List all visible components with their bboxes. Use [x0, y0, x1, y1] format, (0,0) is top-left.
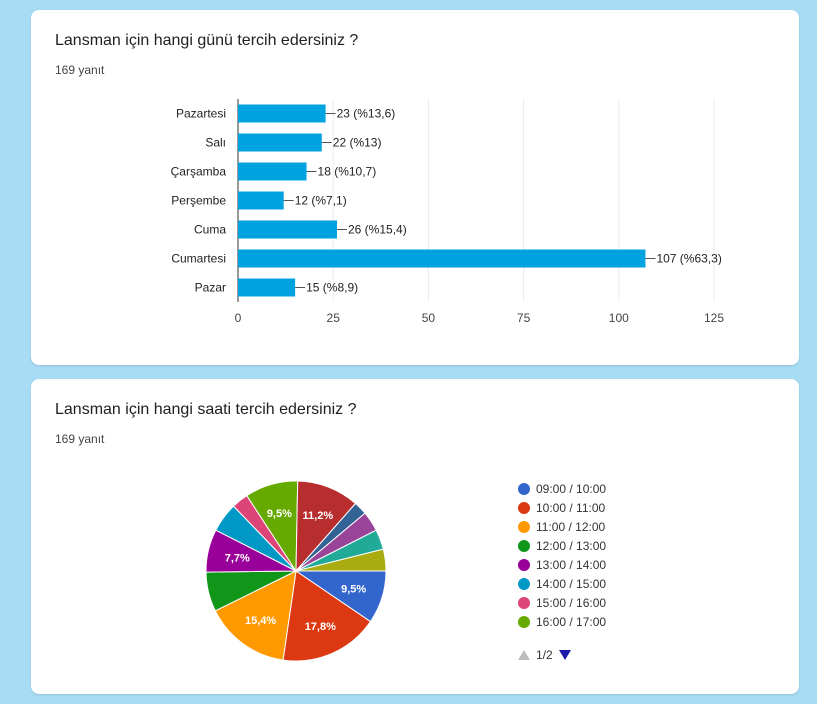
x-tick-label: 100: [609, 311, 629, 325]
legend-label: 16:00 / 17:00: [536, 614, 607, 629]
data-label: 26 (%15,4): [348, 223, 407, 237]
legend-swatch: [518, 558, 530, 571]
x-tick-label: 25: [327, 311, 341, 325]
data-label: 23 (%13,6): [337, 107, 396, 121]
question-card-day: Lansman için hangi günü tercih edersiniz…: [31, 10, 799, 365]
x-tick-label: 50: [422, 311, 436, 325]
bar: [238, 133, 322, 152]
chart-legend: 09:00 / 10:00 10:00 / 11:00 11:00 / 12:00 1…: [518, 479, 606, 631]
slice-label: 17,8%: [305, 621, 336, 633]
pager-label: 1/2: [536, 648, 553, 662]
legend-item: 15:00 / 16:00: [518, 593, 606, 612]
category-label: Salı: [205, 136, 226, 150]
pie-slice: [295, 548, 387, 572]
legend-item: 13:00 / 14:00: [518, 555, 606, 574]
legend-swatch: [518, 539, 530, 552]
category-label: Pazartesi: [176, 107, 226, 121]
bar: [238, 162, 307, 181]
next-page-icon[interactable]: [558, 650, 571, 660]
legend-swatch: [518, 577, 530, 590]
slice-label: 9,5%: [267, 508, 292, 520]
pie-chart: 9,5% 17,8% 15,4% 7,7% 9,5% 11,2%: [205, 480, 387, 662]
pie-slice: [214, 570, 297, 661]
bar: [238, 220, 338, 239]
bar-chart: 0 25 50 75 100 125 Pazartesi 23 (%13,6) Salı 22 (…: [171, 99, 724, 325]
legend-label: 10:00 / 11:00: [536, 500, 606, 515]
x-tick-label: 75: [517, 311, 531, 325]
question-card-time: Lansman için hangi saati tercih edersini…: [31, 379, 799, 694]
pie-slice: [295, 480, 357, 573]
response-count: 169 yanıt: [55, 63, 105, 77]
legend-swatch: [518, 615, 530, 628]
question-title: Lansman için hangi saati tercih edersini…: [55, 401, 357, 418]
legend-pager[interactable]: 1/2: [518, 648, 571, 662]
legend-label: 09:00 / 10:00: [536, 481, 607, 496]
legend-label: 14:00 / 15:00: [536, 576, 607, 591]
legend-label: 12:00 / 13:00: [536, 538, 607, 553]
legend-label: 11:00 / 12:00: [536, 519, 606, 534]
legend-label: 15:00 / 16:00: [536, 595, 607, 610]
legend-swatch: [518, 520, 530, 533]
legend-label: 13:00 / 14:00: [536, 557, 607, 572]
category-label: Pazar: [195, 281, 226, 295]
question-title: Lansman için hangi günü tercih edersiniz…: [55, 32, 359, 49]
category-label: Cuma: [194, 223, 226, 237]
legend-item: 12:00 / 13:00: [518, 536, 606, 555]
slice-label: 11,2%: [303, 510, 334, 522]
legend-item: 10:00 / 11:00: [518, 498, 606, 517]
legend-item: 14:00 / 15:00: [518, 574, 606, 593]
data-label: 15 (%8,9): [306, 281, 358, 295]
x-tick-label: 125: [704, 311, 724, 325]
previous-page-icon[interactable]: [518, 650, 530, 660]
data-label: 107 (%63,3): [656, 252, 721, 266]
bar: [238, 278, 296, 297]
category-label: Cumartesi: [171, 252, 226, 266]
slice-label: 9,5%: [341, 584, 366, 596]
data-label: 22 (%13): [333, 136, 382, 150]
slice-label: 15,4%: [245, 615, 276, 627]
legend-item: 11:00 / 12:00: [518, 517, 606, 536]
legend-item: 09:00 / 10:00: [518, 479, 606, 498]
legend-item: 16:00 / 17:00: [518, 612, 606, 631]
data-label: 12 (%7,1): [295, 194, 347, 208]
pie-slice: [282, 570, 372, 662]
legend-swatch: [518, 596, 530, 609]
response-count: 169 yanıt: [55, 432, 105, 446]
bar: [238, 249, 646, 268]
data-label: 18 (%10,7): [318, 165, 377, 179]
legend-swatch: [518, 501, 530, 514]
bar: [238, 191, 284, 210]
legend-swatch: [518, 482, 530, 495]
category-label: Perşembe: [171, 194, 226, 208]
category-label: Çarşamba: [171, 165, 227, 179]
x-tick-label: 0: [235, 311, 242, 325]
slice-label: 7,7%: [225, 552, 250, 564]
bar: [238, 104, 326, 123]
